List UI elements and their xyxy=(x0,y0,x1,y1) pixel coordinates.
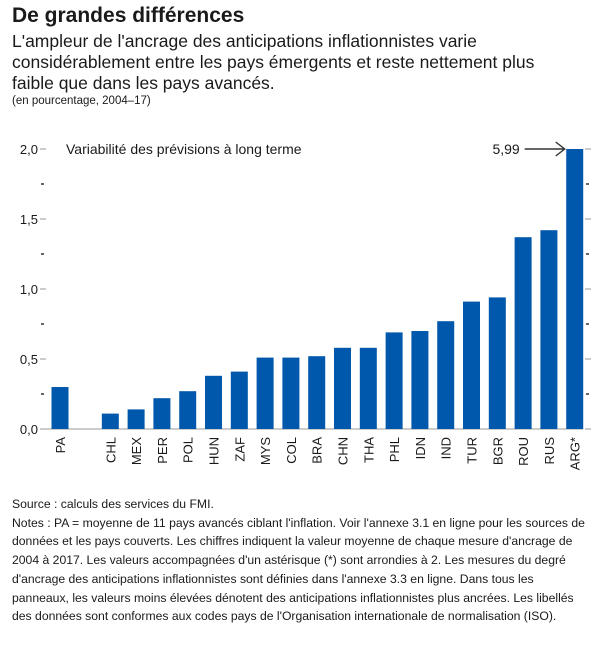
bar-mys xyxy=(256,357,274,429)
bar-chart: 0,0 0,5 1,0 1,5 2,0 Variabilité des prévisio… xyxy=(20,141,591,471)
bar-phl xyxy=(385,332,403,429)
bar-rou xyxy=(514,237,532,429)
bars-group xyxy=(51,149,584,429)
bar-ind xyxy=(437,321,455,429)
footnotes: Source : calculs des services du FMI. No… xyxy=(12,495,587,626)
x-tick-label: ROU xyxy=(516,437,531,466)
x-tick-label: BGR xyxy=(490,437,505,465)
bar-idn xyxy=(411,331,429,429)
bar-per xyxy=(153,398,171,429)
bar-hun xyxy=(205,375,223,429)
y-tick-label: 0,0 xyxy=(20,422,38,437)
x-tick-label: PER xyxy=(155,437,170,464)
bar-bgr xyxy=(488,297,506,429)
bar-chl xyxy=(101,413,119,429)
bar-arg xyxy=(566,149,584,429)
y-axis-right xyxy=(585,148,591,430)
y-axis-left: 0,0 0,5 1,0 1,5 2,0 xyxy=(20,142,46,437)
chart-title: De grandes différences xyxy=(12,4,245,27)
bar-bra xyxy=(308,356,326,429)
y-tick-label: 0,5 xyxy=(20,352,38,367)
source-note: Source : calculs des services du FMI. xyxy=(12,497,214,511)
y-tick-label: 2,0 xyxy=(20,142,38,157)
panel-title: Variabilité des prévisions à long terme xyxy=(66,141,302,157)
x-tick-label: TUR xyxy=(465,437,480,464)
bar-zaf xyxy=(230,371,248,429)
bar-mex xyxy=(127,409,145,429)
x-tick-label: THA xyxy=(361,437,376,463)
bar-tha xyxy=(359,347,377,429)
x-tick-label: ARG* xyxy=(568,437,583,470)
annotation-label: 5,99 xyxy=(492,141,519,157)
category-labels: PA CHL MEX PER POL HUN ZAF MYS COL BRA CHN THA PHL ID… xyxy=(53,437,583,471)
x-tick-label: CHN xyxy=(336,437,351,465)
bar-rus xyxy=(540,230,558,429)
x-tick-label: PA xyxy=(53,437,68,454)
x-tick-label: IND xyxy=(439,437,454,459)
x-tick-label: HUN xyxy=(207,437,222,465)
x-tick-label: POL xyxy=(181,437,196,463)
bar-pa xyxy=(51,387,69,429)
x-tick-label: ZAF xyxy=(232,437,247,462)
x-tick-label: PHL xyxy=(387,437,402,462)
units-note: (en pourcentage, 2004–17) xyxy=(12,95,151,107)
x-tick-label: COL xyxy=(284,437,299,464)
x-tick-label: BRA xyxy=(310,437,325,464)
bar-pol xyxy=(179,391,197,429)
x-tick-label: MEX xyxy=(129,437,144,466)
bar-tur xyxy=(463,301,481,429)
x-tick-label: IDN xyxy=(413,437,428,459)
annotation-group: 5,99 xyxy=(492,141,566,157)
notes-text: Notes : PA = moyenne de 11 pays avancés … xyxy=(12,515,585,624)
x-tick-label: CHL xyxy=(103,437,118,463)
bar-col xyxy=(282,357,300,429)
x-tick-label: RUS xyxy=(542,437,557,465)
bar-chn xyxy=(334,347,352,429)
arrow-icon xyxy=(524,141,566,157)
y-tick-label: 1,5 xyxy=(20,212,38,227)
y-tick-label: 1,0 xyxy=(20,282,38,297)
chart-subtitle: L'ampleur de l'ancrage des anticipations… xyxy=(12,31,535,93)
x-tick-label: MYS xyxy=(258,437,273,466)
